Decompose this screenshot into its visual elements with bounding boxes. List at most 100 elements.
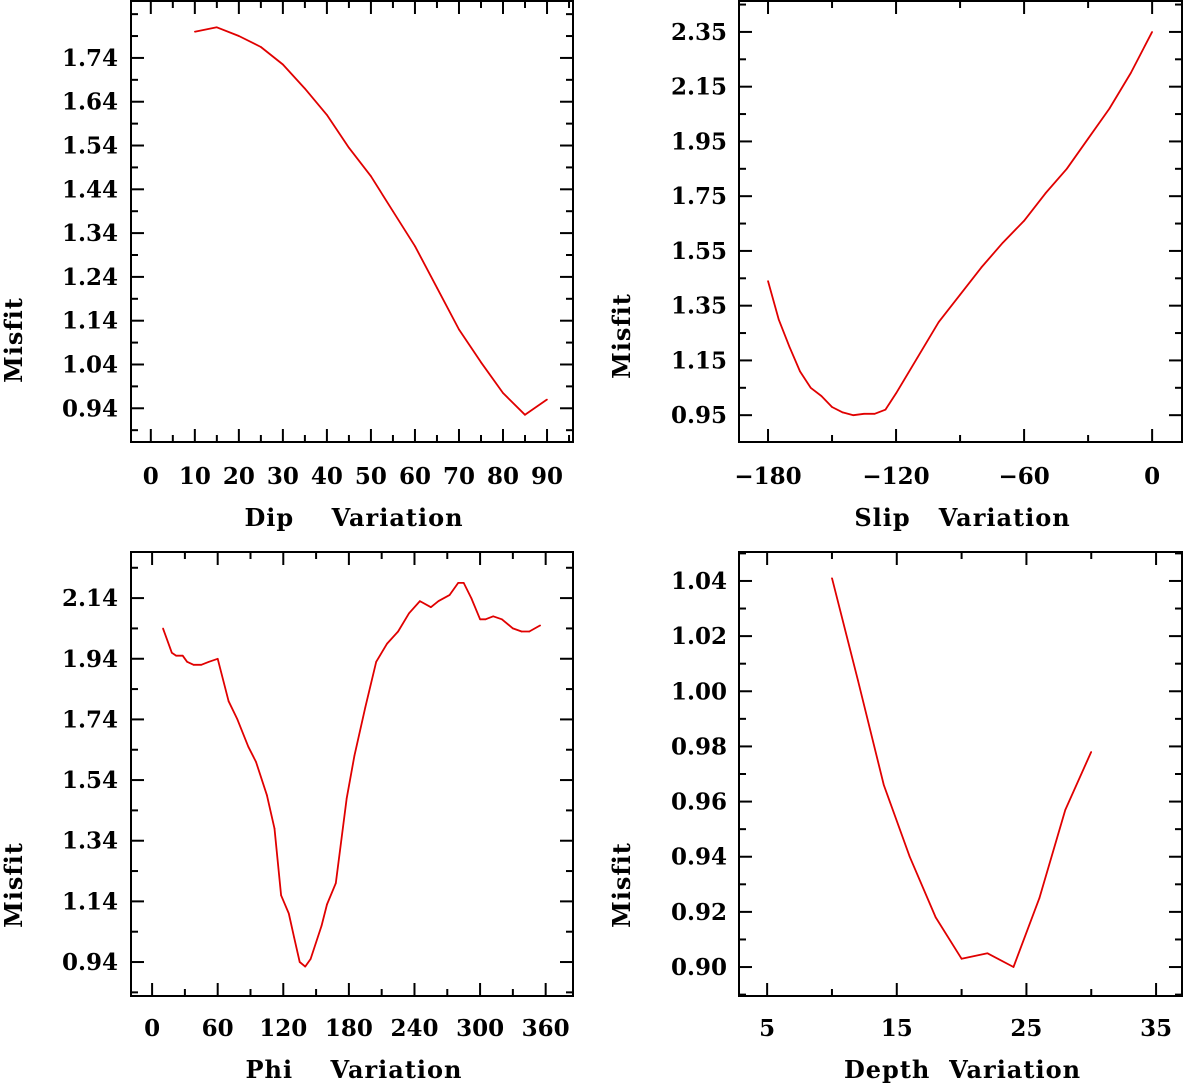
data-point xyxy=(320,924,323,927)
data-point xyxy=(937,321,940,323)
data-point xyxy=(492,615,494,618)
y-tick-label: 0.92 xyxy=(671,899,727,926)
data-point xyxy=(809,386,812,389)
misfit-line xyxy=(767,31,1153,417)
y-tick-label: 0.96 xyxy=(671,789,727,816)
data-point xyxy=(986,952,989,955)
data-point xyxy=(852,414,855,416)
x-tick-label: 60 xyxy=(399,463,431,490)
data-point xyxy=(895,392,897,395)
data-point xyxy=(1065,168,1068,170)
y-tick-label: 1.35 xyxy=(671,293,727,320)
y-tick-label: 2.15 xyxy=(671,74,727,101)
data-point xyxy=(326,114,328,116)
subplot-4: 5 15 25 35 0.90 0.92 0.94 0.96 0.98 1.00 1.02 1.04 D… xyxy=(607,551,1183,1084)
data-point xyxy=(512,627,514,630)
data-point xyxy=(1087,137,1089,140)
x-tick-label: 5 xyxy=(759,1015,775,1042)
data-point xyxy=(170,651,173,654)
subplot-3: 0 60 120 180 240 300 360 0.94 1.14 1.34 1.54 1.74 1.… xyxy=(0,551,574,1084)
x-tick-label: 360 xyxy=(522,1015,570,1042)
data-point xyxy=(777,318,780,321)
y-tick-label: 2.14 xyxy=(62,585,118,612)
y-tick-label: 1.74 xyxy=(62,706,118,733)
data-point xyxy=(255,761,257,763)
x-tick-label: 120 xyxy=(259,1015,307,1042)
x-axis-title: Depth Variation xyxy=(844,1055,1081,1084)
data-point xyxy=(386,642,388,645)
data-point xyxy=(458,328,460,331)
x-tick-label: 10 xyxy=(179,463,211,490)
data-point xyxy=(216,657,219,660)
data-point xyxy=(227,700,230,703)
data-point xyxy=(841,411,844,414)
data-point xyxy=(908,855,911,858)
data-point xyxy=(528,630,531,633)
data-point xyxy=(353,755,356,757)
data-point xyxy=(370,175,372,177)
x-tick-label: 0 xyxy=(1144,463,1160,490)
data-point xyxy=(293,936,296,939)
data-point xyxy=(309,958,312,960)
data-point xyxy=(375,660,378,663)
y-tick-label: 0.94 xyxy=(62,395,118,422)
data-point xyxy=(1001,241,1004,244)
data-point xyxy=(260,46,262,48)
data-point xyxy=(502,392,504,394)
data-point xyxy=(364,706,367,709)
data-point xyxy=(1129,72,1132,74)
data-point xyxy=(767,280,769,282)
data-point xyxy=(448,594,451,596)
data-point xyxy=(462,582,465,584)
misfit-line xyxy=(162,582,541,968)
y-tick-label: 1.15 xyxy=(671,347,727,374)
data-point xyxy=(408,612,410,615)
y-tick-label: 1.55 xyxy=(671,238,727,265)
y-tick-label: 1.74 xyxy=(62,45,118,72)
data-point xyxy=(397,630,399,633)
data-point xyxy=(1038,897,1041,899)
x-tick-label: 70 xyxy=(443,463,475,490)
y-tick-label: 0.90 xyxy=(671,954,727,981)
x-tick-label: 35 xyxy=(1140,1015,1172,1042)
y-tick-label: 1.24 xyxy=(62,264,118,291)
data-point xyxy=(192,664,195,666)
x-tick-label: 180 xyxy=(325,1015,373,1042)
data-point xyxy=(799,370,801,373)
misfit-line xyxy=(194,26,548,416)
data-point xyxy=(238,35,240,37)
data-point xyxy=(208,660,210,663)
data-point xyxy=(345,797,348,800)
x-tick-label: 240 xyxy=(390,1015,438,1042)
data-point xyxy=(857,679,859,682)
data-point xyxy=(236,718,239,721)
x-tick-label: 60 xyxy=(202,1015,234,1042)
misfit-line xyxy=(831,577,1093,968)
data-point xyxy=(334,882,337,884)
data-point xyxy=(216,26,218,29)
data-point xyxy=(273,827,276,830)
x-tick-label: 25 xyxy=(1010,1015,1042,1042)
x-tick-label: 80 xyxy=(487,463,519,490)
data-point xyxy=(820,395,823,397)
data-point xyxy=(437,600,440,602)
data-point xyxy=(546,398,548,401)
data-point xyxy=(280,894,282,897)
y-tick-label: 1.00 xyxy=(671,678,727,705)
data-point xyxy=(1090,751,1093,753)
x-tick-label: 0 xyxy=(143,463,159,490)
data-point xyxy=(266,794,268,797)
data-point xyxy=(873,413,876,415)
data-point xyxy=(457,582,460,584)
x-tick-label: 15 xyxy=(881,1015,913,1042)
data-point xyxy=(194,30,196,33)
data-point xyxy=(470,597,473,599)
x-tick-label: −120 xyxy=(862,463,929,490)
x-tick-label: 30 xyxy=(267,463,299,490)
y-tick-label: 2.35 xyxy=(671,19,727,46)
data-point xyxy=(831,406,833,408)
data-point xyxy=(980,266,983,269)
data-point xyxy=(916,356,919,359)
data-point xyxy=(392,210,394,213)
